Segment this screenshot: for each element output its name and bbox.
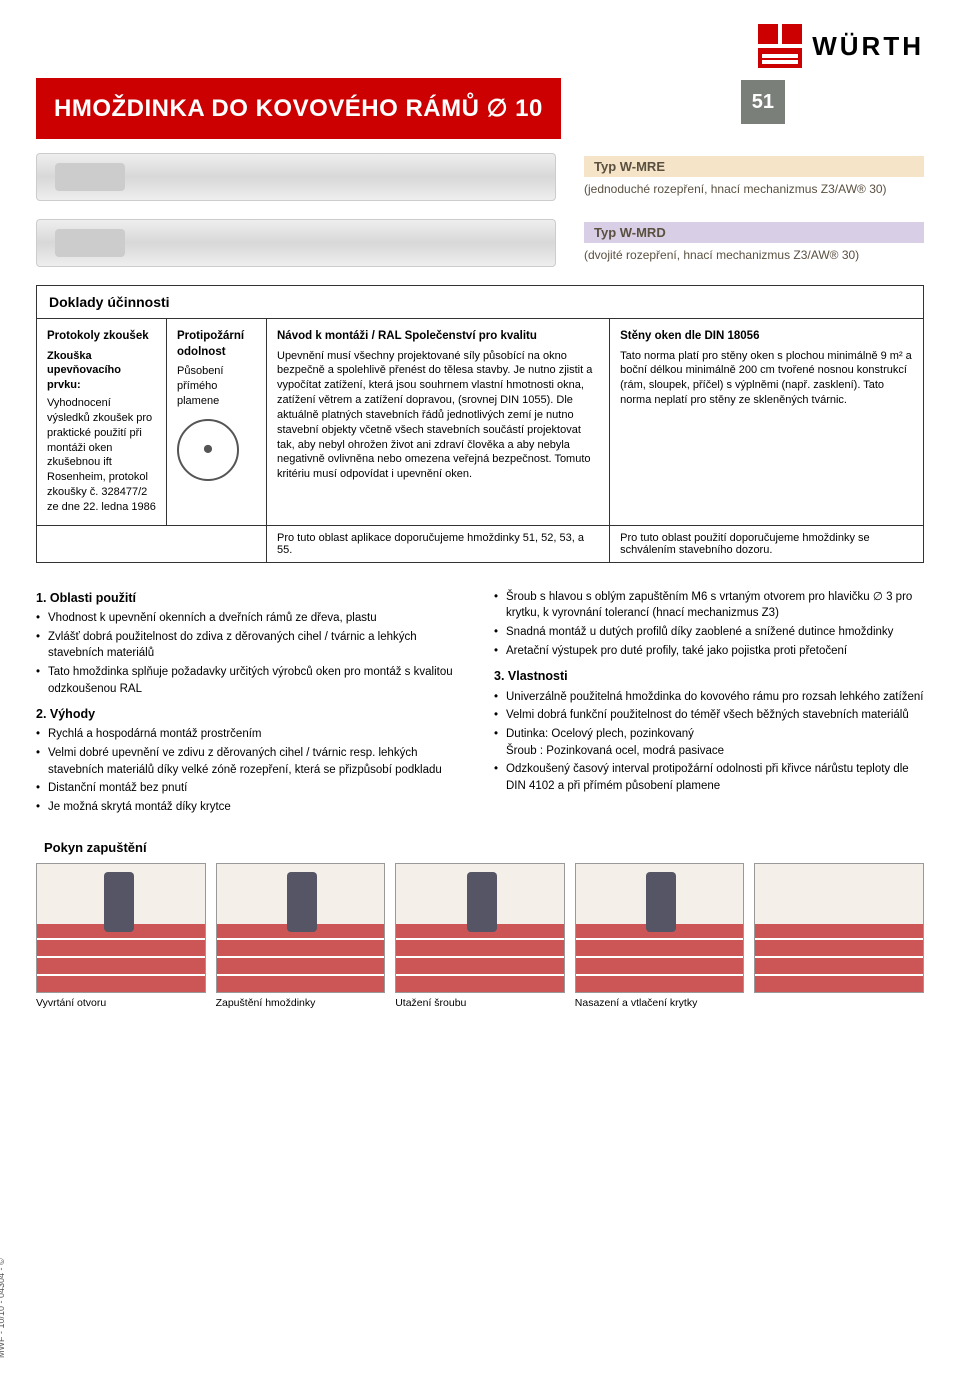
type-mrd-desc: (dvojité rozepření, hnací mechanizmus Z3… xyxy=(584,247,924,263)
sect3-list: Univerzálně použitelná hmoždinka do kovo… xyxy=(494,689,924,795)
step-2-caption: Zapuštění hmoždinky xyxy=(216,997,386,1021)
list-item: Tato hmoždinka splňuje požadavky určitýc… xyxy=(36,664,466,697)
doklady-col4: Stěny oken dle DIN 18056 Tato norma plat… xyxy=(610,319,923,525)
list-item: Je možná skrytá montáž díky krytce xyxy=(36,799,466,816)
certification-stamp-icon: ⬤ xyxy=(177,419,239,481)
sect3-heading: 3. Vlastnosti xyxy=(494,667,924,685)
step-4: Nasazení a vtlačení krytky xyxy=(575,863,745,1021)
step-2: Zapuštění hmoždinky xyxy=(216,863,386,1021)
type-mre-block: Typ W-MRE (jednoduché rozepření, hnací m… xyxy=(36,153,924,201)
list-item: Snadná montáž u dutých profilů díky zaob… xyxy=(494,624,924,641)
col4-text: Tato norma platí pro stěny oken s plocho… xyxy=(620,349,913,408)
doklady-row2-right: Pro tuto oblast použití doporučujeme hmo… xyxy=(610,526,923,562)
doklady-col2: Protipožární odolnost Působení přímého p… xyxy=(167,319,267,525)
doklady-col3: Návod k montáži / RAL Společenství pro k… xyxy=(267,319,610,525)
sect1-heading: 1. Oblasti použití xyxy=(36,589,466,607)
step-3: Utažení šroubu xyxy=(395,863,565,1021)
list-item: Dutinka: Ocelový plech, pozinkovaný Šrou… xyxy=(494,726,924,759)
list-item: Aretační výstupek pro duté profily, také… xyxy=(494,643,924,660)
type-mre-image xyxy=(36,153,556,201)
col2-text: Působení přímého plamene xyxy=(177,364,256,409)
col2-heading: Protipožární odolnost xyxy=(177,329,256,360)
step-2-image xyxy=(216,863,386,993)
doklady-row2-left xyxy=(37,526,267,562)
list-item: Odzkoušený časový interval protipožární … xyxy=(494,761,924,794)
brand-name: WÜRTH xyxy=(812,31,924,62)
product-id-badge: 51 xyxy=(741,80,785,124)
list-item: Univerzálně použitelná hmoždinka do kovo… xyxy=(494,689,924,706)
list-item: Šroub s hlavou s oblým zapuštěním M6 s v… xyxy=(494,589,924,622)
list-item: Distanční montáž bez pnutí xyxy=(36,780,466,797)
list-item: Velmi dobrá funkční použitelnost do témě… xyxy=(494,707,924,724)
col4-heading: Stěny oken dle DIN 18056 xyxy=(620,329,913,345)
step-5 xyxy=(754,863,924,1021)
page-title: HMOŽDINKA DO KOVOVÉHO RÁMŮ ∅ 10 xyxy=(36,78,561,139)
list-item: Rychlá a hospodárná montáž prostrčením xyxy=(36,726,466,743)
type-mrd-label: Typ W-MRD xyxy=(584,222,924,243)
sect2-heading: 2. Výhody xyxy=(36,705,466,723)
pokyn-section: Pokyn zapuštění Vyvrtání otvoru Zapuštěn… xyxy=(36,840,924,1021)
col1-subheading: Zkouška upevňovacího prvku: xyxy=(47,349,156,394)
type-mrd-image xyxy=(36,219,556,267)
step-3-caption: Utažení šroubu xyxy=(395,997,565,1021)
step-1-caption: Vyvrtání otvoru xyxy=(36,997,206,1021)
pokyn-heading: Pokyn zapuštění xyxy=(36,840,924,855)
step-3-image xyxy=(395,863,565,993)
type-mre-label: Typ W-MRE xyxy=(584,156,924,177)
step-1-image xyxy=(36,863,206,993)
sect1-list: Vhodnost k upevnění okenních a dveřních … xyxy=(36,610,466,697)
col1-text: Vyhodnocení výsledků zkoušek pro praktic… xyxy=(47,396,156,515)
doklady-col1: Protokoly zkoušek Zkouška upevňovacího p… xyxy=(37,319,167,525)
list-item: Velmi dobré upevnění ve zdivu z děrovaný… xyxy=(36,745,466,778)
sect2-list: Rychlá a hospodárná montáž prostrčením V… xyxy=(36,726,466,815)
col1-heading: Protokoly zkoušek xyxy=(47,329,156,345)
wurth-logo-mark xyxy=(758,24,802,68)
footer-code: MWF - 10/10 - 04304 - © xyxy=(0,1258,6,1358)
step-4-image xyxy=(575,863,745,993)
step-4-caption: Nasazení a vtlačení krytky xyxy=(575,997,745,1021)
step-1: Vyvrtání otvoru xyxy=(36,863,206,1021)
col3-heading: Návod k montáži / RAL Společenství pro k… xyxy=(277,329,599,345)
step-5-image xyxy=(754,863,924,993)
col3-text: Upevnění musí všechny projektované síly … xyxy=(277,349,599,483)
list-item: Zvlášť dobrá použitelnost do zdiva z děr… xyxy=(36,629,466,662)
type-mre-desc: (jednoduché rozepření, hnací mechanizmus… xyxy=(584,181,924,197)
doklady-heading: Doklady účinnosti xyxy=(37,286,923,318)
right-top-list: Šroub s hlavou s oblým zapuštěním M6 s v… xyxy=(494,589,924,660)
doklady-box: Doklady účinnosti Protokoly zkoušek Zkou… xyxy=(36,285,924,563)
brand-logo: WÜRTH xyxy=(36,24,924,68)
type-mrd-block: Typ W-MRD (dvojité rozepření, hnací mech… xyxy=(36,219,924,267)
doklady-row2-mid: Pro tuto oblast aplikace doporučujeme hm… xyxy=(267,526,610,562)
step-5-caption xyxy=(754,997,924,1021)
list-item: Vhodnost k upevnění okenních a dveřních … xyxy=(36,610,466,627)
